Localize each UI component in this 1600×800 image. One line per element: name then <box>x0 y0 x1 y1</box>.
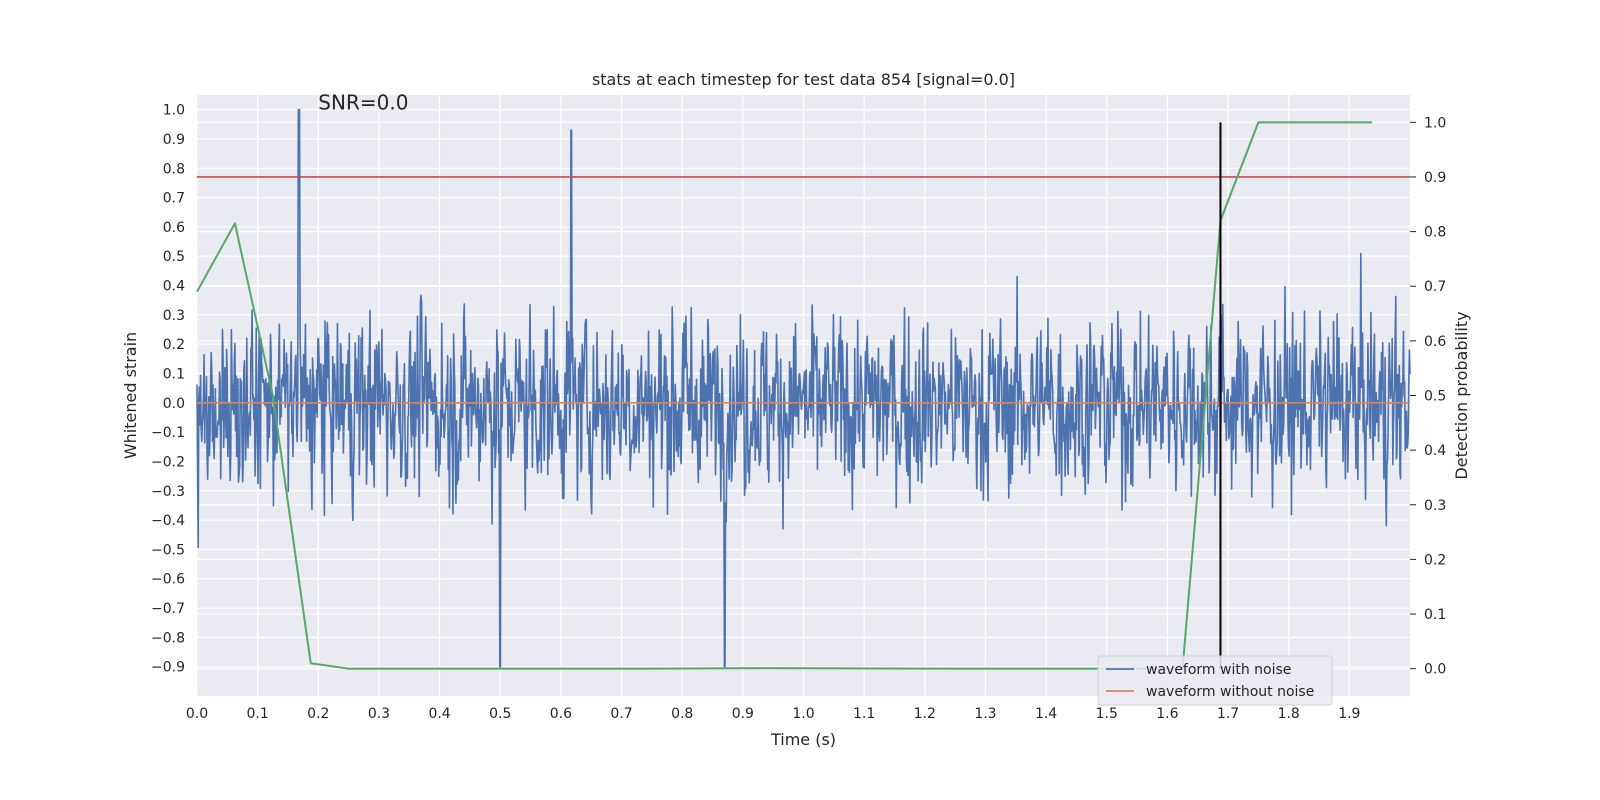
y-left-tick-label: −0.3 <box>151 484 185 500</box>
y-left-tick-label: 0.9 <box>163 132 185 148</box>
x-tick-label: 0.6 <box>550 706 572 722</box>
y-right-tick-label: 0.8 <box>1424 225 1446 241</box>
y-right-tick-label: 0.3 <box>1424 498 1446 514</box>
x-tick-label: 1.3 <box>974 706 996 722</box>
legend-box <box>1097 655 1333 706</box>
y-left-tick-label: −0.8 <box>151 630 185 646</box>
y-right-tick-label: 0.5 <box>1424 389 1446 405</box>
x-tick-label: 1.9 <box>1338 706 1360 722</box>
y-left-tick-label: 0.6 <box>163 220 185 236</box>
x-tick-label: 0.2 <box>307 706 329 722</box>
y-axis-left-label: Whitened strain <box>121 332 140 459</box>
y-left-tick-label: −0.7 <box>151 601 185 617</box>
series-waveform-with-noise <box>196 108 1411 668</box>
y-right-tick-label: 0.9 <box>1424 170 1446 186</box>
x-tick-label: 1.1 <box>853 706 875 722</box>
y-left-tick-label: 0.2 <box>163 337 185 353</box>
legend-label-waveform-with-noise: waveform with noise <box>1146 662 1291 678</box>
y-right-tick-label: 0.0 <box>1424 662 1446 678</box>
x-tick-label: 1.8 <box>1278 706 1300 722</box>
x-tick-label: 0.7 <box>610 706 632 722</box>
x-tick-label: 1.7 <box>1217 706 1239 722</box>
axes-layer: 0.0 0.1 0.2 0.3 0.4 0.5 0.6 0.7 0.8 0.9 1.0 1.1 1.2 1… <box>151 103 1446 722</box>
legend-label-waveform-without-noise: waveform without noise <box>1146 684 1314 700</box>
x-tick-label: 0.1 <box>247 706 269 722</box>
series-detection-probability <box>196 121 1373 670</box>
y-left-tick-label: 0.4 <box>163 279 185 295</box>
y-left-tick-label: 0.0 <box>163 396 185 412</box>
x-tick-label: 0.4 <box>428 706 450 722</box>
y-axis-right-label: Detection probability <box>1452 311 1471 479</box>
x-tick-label: 0.5 <box>489 706 511 722</box>
y-left-tick-label: −0.5 <box>151 542 185 558</box>
snr-annotation: SNR=0.0 <box>318 91 408 115</box>
x-tick-label: 0.3 <box>368 706 390 722</box>
y-left-tick-label: −0.6 <box>151 572 185 588</box>
y-left-tick-label: 1.0 <box>163 103 185 119</box>
x-tick-label: 0.9 <box>732 706 754 722</box>
x-tick-label: 1.5 <box>1096 706 1118 722</box>
y-left-tick-label: 0.3 <box>163 308 185 324</box>
chart-title: stats at each timestep for test data 854… <box>592 70 1015 89</box>
y-left-tick-label: −0.1 <box>151 425 185 441</box>
x-tick-label: 0.0 <box>186 706 208 722</box>
legend: waveform with noise waveform without noi… <box>1097 655 1333 706</box>
y-left-tick-label: 0.1 <box>163 367 185 383</box>
y-right-tick-label: 0.6 <box>1424 334 1446 350</box>
y-left-tick-label: 0.7 <box>163 191 185 207</box>
x-tick-label: 1.0 <box>792 706 814 722</box>
y-left-tick-label: −0.9 <box>151 660 185 676</box>
y-right-tick-label: 1.0 <box>1424 115 1446 131</box>
x-axis-label: Time (s) <box>770 730 836 749</box>
y-left-tick-label: −0.2 <box>151 454 185 470</box>
x-tick-label: 1.2 <box>914 706 936 722</box>
y-right-tick-label: 0.1 <box>1424 607 1446 623</box>
x-tick-label: 1.4 <box>1035 706 1057 722</box>
y-right-tick-label: 0.4 <box>1424 443 1446 459</box>
x-tick-label: 1.6 <box>1156 706 1178 722</box>
y-left-tick-label: 0.8 <box>163 161 185 177</box>
y-left-tick-label: 0.5 <box>163 249 185 265</box>
y-right-tick-label: 0.7 <box>1424 279 1446 295</box>
y-right-tick-label: 0.2 <box>1424 552 1446 568</box>
x-tick-label: 0.8 <box>671 706 693 722</box>
y-left-tick-label: −0.4 <box>151 513 185 529</box>
series-layer <box>196 108 1411 670</box>
